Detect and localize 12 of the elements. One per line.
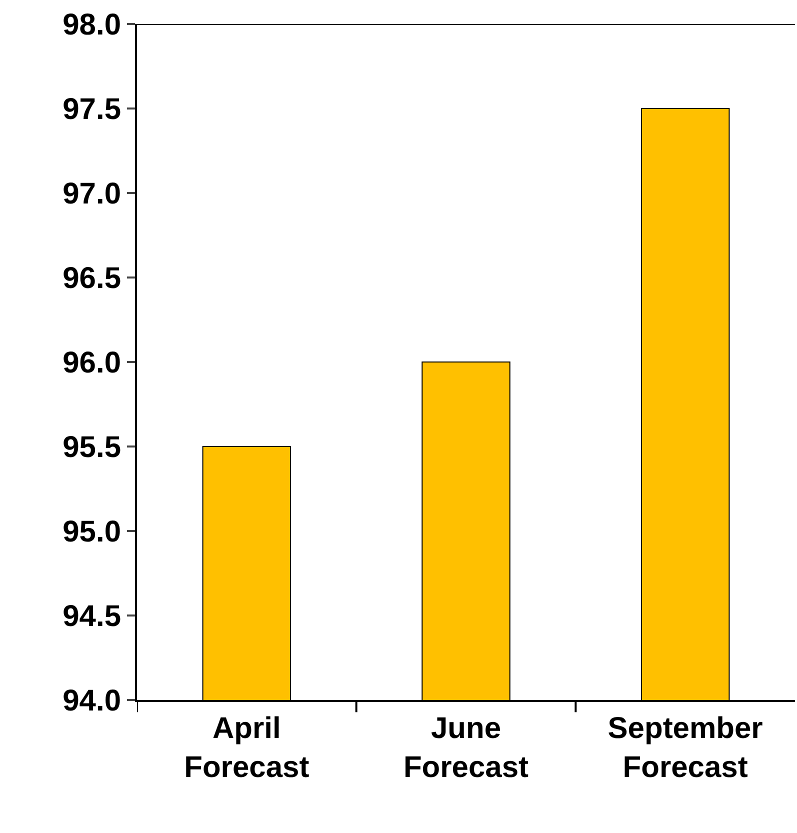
y-tick-label: 96.0	[62, 346, 121, 380]
y-tick-label: 98.0	[62, 8, 121, 42]
y-tick-label: 97.0	[62, 178, 121, 210]
y-tick-label: 95.0	[62, 516, 121, 548]
y-tick-label: 95.5	[62, 431, 121, 464]
x-tick-label: June Forecast	[403, 712, 529, 784]
y-tick-label: 97.5	[62, 93, 121, 126]
y-tick-label: 94.5	[62, 600, 121, 633]
x-tick-label: April Forecast	[184, 712, 310, 784]
y-tick-label: 94.0	[62, 684, 121, 718]
x-tick-label: September Forecast	[608, 712, 764, 784]
y-tick-label: 96.5	[62, 262, 121, 295]
